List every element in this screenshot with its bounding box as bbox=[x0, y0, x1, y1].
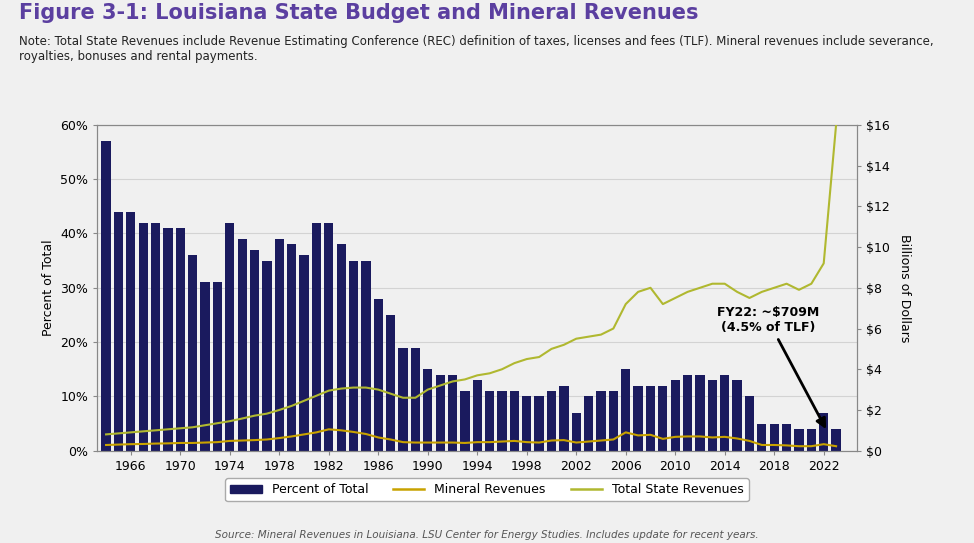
Bar bbox=[596, 391, 606, 451]
X-axis label: Fiscal Year: Fiscal Year bbox=[441, 478, 513, 493]
Y-axis label: Percent of Total: Percent of Total bbox=[42, 239, 55, 336]
Bar bbox=[572, 413, 581, 451]
Bar bbox=[398, 348, 408, 451]
Bar bbox=[670, 380, 680, 451]
Bar bbox=[374, 299, 383, 451]
Bar bbox=[411, 348, 420, 451]
Bar bbox=[435, 375, 445, 451]
Bar bbox=[312, 223, 321, 451]
Bar bbox=[188, 255, 198, 451]
Bar bbox=[472, 380, 482, 451]
Bar bbox=[361, 261, 370, 451]
Bar bbox=[683, 375, 693, 451]
Bar bbox=[262, 261, 272, 451]
Bar bbox=[212, 282, 222, 451]
Bar bbox=[658, 386, 667, 451]
Bar bbox=[485, 391, 494, 451]
Bar bbox=[101, 141, 111, 451]
Bar bbox=[299, 255, 309, 451]
Y-axis label: Billions of Dollars: Billions of Dollars bbox=[898, 233, 911, 342]
Bar bbox=[225, 223, 235, 451]
Bar bbox=[448, 375, 457, 451]
Text: Figure 3-1: Louisiana State Budget and Mineral Revenues: Figure 3-1: Louisiana State Budget and M… bbox=[19, 3, 699, 23]
Bar bbox=[151, 223, 160, 451]
Bar bbox=[621, 369, 630, 451]
Bar bbox=[324, 223, 333, 451]
Bar bbox=[386, 315, 395, 451]
Bar bbox=[114, 212, 123, 451]
Bar bbox=[708, 380, 717, 451]
Bar bbox=[461, 391, 469, 451]
Bar bbox=[498, 391, 506, 451]
Bar bbox=[782, 424, 791, 451]
Bar bbox=[522, 396, 532, 451]
Bar bbox=[238, 239, 246, 451]
Text: FY22: ~$709M
(4.5% of TLF): FY22: ~$709M (4.5% of TLF) bbox=[717, 306, 825, 426]
Bar bbox=[720, 375, 730, 451]
Bar bbox=[175, 228, 185, 451]
Bar bbox=[745, 396, 754, 451]
Bar bbox=[275, 239, 284, 451]
Bar bbox=[287, 244, 296, 451]
Bar bbox=[250, 250, 259, 451]
Bar bbox=[423, 369, 432, 451]
Bar bbox=[336, 244, 346, 451]
Legend: Percent of Total, Mineral Revenues, Total State Revenues: Percent of Total, Mineral Revenues, Tota… bbox=[225, 478, 749, 501]
Text: Source: Mineral Revenues in Louisiana. LSU Center for Energy Studies. Includes u: Source: Mineral Revenues in Louisiana. L… bbox=[215, 531, 759, 540]
Text: Note: Total State Revenues include Revenue Estimating Conference (REC) definitio: Note: Total State Revenues include Reven… bbox=[19, 35, 934, 64]
Bar bbox=[832, 429, 841, 451]
Bar bbox=[646, 386, 656, 451]
Bar bbox=[164, 228, 172, 451]
Bar bbox=[138, 223, 148, 451]
Bar bbox=[201, 282, 209, 451]
Bar bbox=[633, 386, 643, 451]
Bar bbox=[127, 212, 135, 451]
Bar bbox=[609, 391, 618, 451]
Bar bbox=[769, 424, 779, 451]
Bar bbox=[806, 429, 816, 451]
Bar bbox=[584, 396, 593, 451]
Bar bbox=[732, 380, 742, 451]
Bar bbox=[535, 396, 543, 451]
Bar bbox=[819, 413, 828, 451]
Bar bbox=[509, 391, 519, 451]
Bar bbox=[546, 391, 556, 451]
Bar bbox=[757, 424, 767, 451]
Bar bbox=[795, 429, 804, 451]
Bar bbox=[559, 386, 569, 451]
Bar bbox=[349, 261, 358, 451]
Bar bbox=[695, 375, 704, 451]
